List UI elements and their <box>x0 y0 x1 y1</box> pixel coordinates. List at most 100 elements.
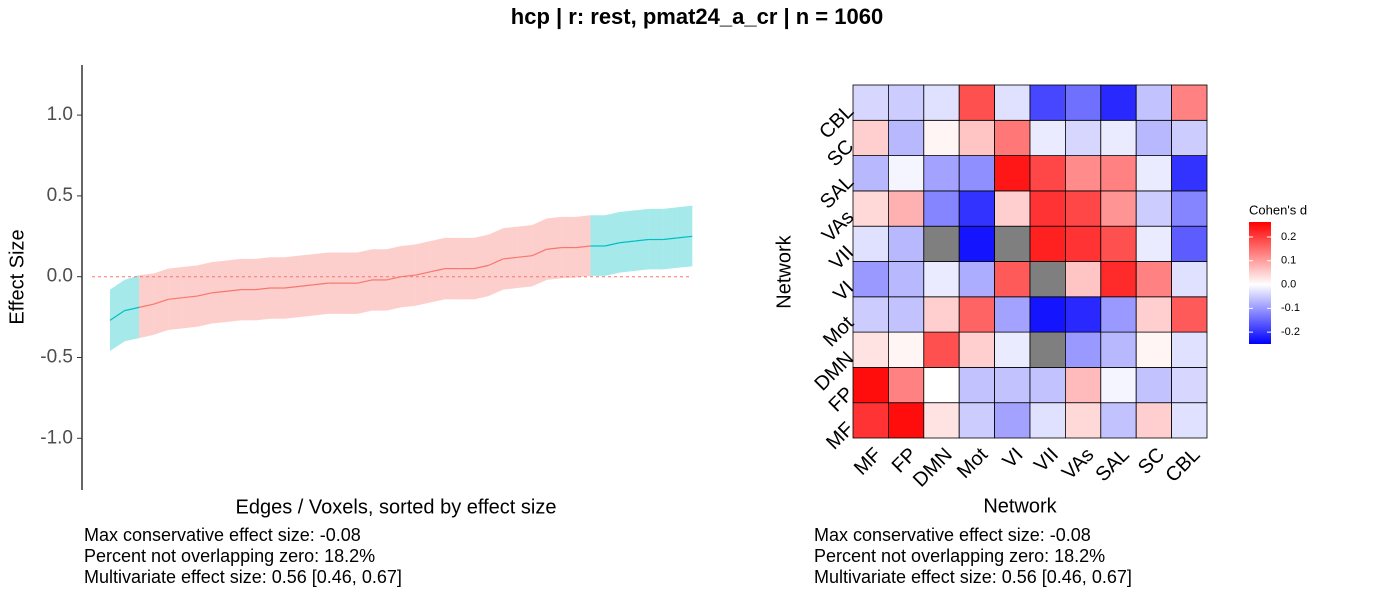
effect-line <box>313 282 329 286</box>
heatmap-cell <box>1029 225 1066 262</box>
y-tick-label: DMN <box>811 347 859 395</box>
heatmap-cell <box>923 225 960 262</box>
colorbar <box>1249 222 1271 344</box>
heatmap-cell <box>923 261 960 298</box>
heatmap-cell <box>1171 366 1208 404</box>
heatmap-cell <box>1065 84 1102 121</box>
colorbar-tick-label: -0.1 <box>1281 302 1300 314</box>
effect-line <box>226 289 242 292</box>
heatmap-cell <box>852 366 889 404</box>
heatmap-cell <box>1135 119 1172 157</box>
heatmap-cell <box>994 261 1031 298</box>
heatmap-cell <box>1065 190 1102 227</box>
ci-ribbon <box>124 275 140 342</box>
heatmap-cell <box>1100 84 1137 121</box>
heatmap-cell <box>1135 261 1172 298</box>
annotation: Max conservative effect size: -0.08 <box>84 525 361 545</box>
effect-line <box>153 298 169 305</box>
y-tick-label: -0.5 <box>40 347 73 368</box>
heatmap-cell <box>1135 155 1172 192</box>
y-tick-label: 0.0 <box>47 266 73 287</box>
effect-line <box>488 258 504 266</box>
heatmap-cell <box>1171 261 1208 298</box>
heatmap-cell <box>852 402 889 439</box>
heatmap-cell <box>888 261 925 298</box>
heatmap-cell <box>1171 296 1208 333</box>
effect-line <box>109 310 125 321</box>
effect-line <box>401 274 416 278</box>
heatmap-cell <box>1100 366 1137 404</box>
heatmap-cell <box>1171 225 1208 262</box>
heatmap-cell <box>1171 402 1208 439</box>
effect-line <box>138 303 154 308</box>
y-tick-label: 0.5 <box>47 185 73 206</box>
heatmap-cell <box>958 296 996 333</box>
effect-line <box>546 247 562 250</box>
heatmap-cell <box>1029 84 1066 121</box>
heatmap-cell <box>1135 402 1172 439</box>
heatmap-cell <box>958 190 996 227</box>
heatmap-cell <box>923 119 960 157</box>
y-axis-label: Network <box>773 234 795 308</box>
y-axis-label: Effect Size <box>6 229 28 324</box>
effect-line <box>168 297 183 300</box>
heatmap-cell <box>1100 261 1137 298</box>
x-tick-label: Mot <box>953 443 992 482</box>
heatmap-cell <box>994 366 1031 404</box>
effect-line <box>197 292 213 297</box>
y-tick-label: 1.0 <box>47 104 73 125</box>
heatmap-cell <box>1100 119 1137 157</box>
heatmap-cell <box>1029 366 1066 404</box>
heatmap-cell <box>923 331 960 368</box>
effect-line <box>634 238 649 242</box>
heatmap-cell <box>1171 119 1208 157</box>
heatmap-cell <box>888 331 925 368</box>
x-axis-label: Network <box>983 495 1057 517</box>
effect-line <box>124 306 140 312</box>
heatmap-cell <box>1171 331 1208 368</box>
heatmap-cell <box>994 119 1031 157</box>
heatmap-cell <box>852 84 889 121</box>
heatmap-cell <box>888 366 925 404</box>
heatmap-cell <box>994 155 1031 192</box>
heatmap-cell <box>1100 225 1137 262</box>
effect-line <box>357 279 373 284</box>
heatmap-cell <box>1029 296 1066 333</box>
heatmap-cell <box>1135 84 1172 121</box>
heatmap-cell <box>1065 366 1102 404</box>
x-tick-label: VII <box>1030 444 1063 477</box>
effect-line <box>415 271 431 276</box>
effect-line <box>531 248 547 257</box>
heatmap-cell <box>888 402 925 439</box>
x-tick-label: DMN <box>909 444 957 492</box>
heatmap-cell <box>1029 331 1066 368</box>
heatmap-cell <box>1135 296 1172 333</box>
heatmap-cell <box>958 261 996 298</box>
heatmap-cell <box>1065 261 1102 298</box>
heatmap-cell <box>994 84 1031 121</box>
heatmap-cell <box>1100 155 1137 192</box>
heatmap-cell <box>958 119 996 157</box>
heatmap-cell <box>852 190 889 227</box>
y-tick-label: SAL <box>816 171 858 213</box>
heatmap-cell <box>888 84 925 121</box>
heatmap-cell <box>888 155 925 192</box>
annotation: Max conservative effect size: -0.08 <box>814 525 1091 545</box>
heatmap-cell <box>994 402 1031 439</box>
x-tick-label: SAL <box>1091 444 1133 486</box>
x-axis-label: Edges / Voxels, sorted by effect size <box>236 496 557 518</box>
effect-line <box>619 240 635 244</box>
heatmap-cell <box>888 119 925 157</box>
colorbar-tick-label: 0.0 <box>1281 278 1296 290</box>
colorbar-tick-label: -0.2 <box>1281 326 1300 338</box>
heatmap-cell <box>994 190 1031 227</box>
effect-line <box>517 255 533 258</box>
effect-line <box>299 284 314 287</box>
heatmap-cell <box>1029 190 1066 227</box>
effect-line <box>473 264 489 270</box>
annotation: Multivariate effect size: 0.56 [0.46, 0.… <box>84 567 402 587</box>
heatmap-cell <box>1065 225 1102 262</box>
heatmap-cell <box>994 225 1031 262</box>
x-tick-label: VI <box>999 444 1028 473</box>
heatmap-cell <box>958 155 996 192</box>
